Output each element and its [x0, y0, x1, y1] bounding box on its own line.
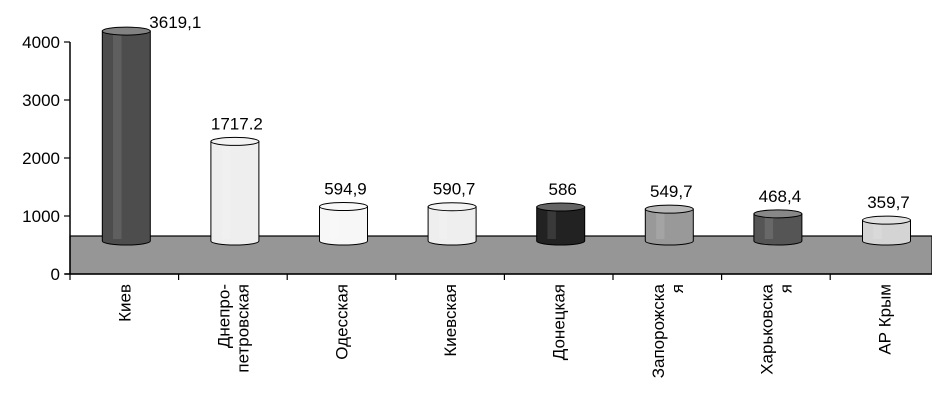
category-label: АР Крым	[876, 284, 895, 355]
category-label: Донецкая	[550, 284, 569, 360]
bar	[319, 201, 368, 246]
category-label: петровская	[233, 284, 252, 373]
bar-highlight	[873, 222, 882, 239]
bar	[536, 202, 586, 246]
bar	[753, 209, 803, 246]
bar-top	[536, 202, 586, 212]
bar	[644, 204, 694, 246]
data-label: 590,7	[433, 180, 476, 199]
y-tick-label: 0	[51, 265, 60, 284]
bar-highlight	[656, 211, 665, 239]
bar-highlight	[221, 143, 231, 239]
category-label: я	[776, 284, 795, 293]
data-label: 1717.2	[211, 114, 263, 133]
bar-top	[427, 202, 477, 212]
bar-top	[210, 136, 260, 146]
bar-body	[427, 206, 477, 246]
data-label: 586	[549, 180, 577, 199]
category-label: Киевская	[441, 284, 460, 357]
category-label: Одесская	[333, 284, 352, 360]
bar	[427, 202, 477, 246]
bar-body	[319, 205, 368, 246]
bar	[210, 136, 260, 246]
bar-body	[101, 30, 151, 246]
bar-highlight	[330, 208, 339, 239]
bar	[101, 26, 151, 246]
y-tick-label: 4000	[22, 33, 60, 52]
chart-floor	[69, 235, 932, 275]
bar-top	[753, 209, 803, 219]
bar-body	[753, 213, 803, 246]
category-label: Днепро-	[214, 284, 233, 348]
category-label: Киев	[115, 284, 134, 322]
category-label: я	[668, 284, 687, 293]
data-label: 359,7	[867, 193, 910, 212]
bar	[862, 215, 911, 246]
data-label: 468,4	[759, 187, 802, 206]
bar-body	[210, 140, 260, 246]
bar-highlight	[438, 208, 448, 239]
data-label: 549,7	[650, 182, 693, 201]
bar-top	[101, 26, 151, 36]
data-label: 594,9	[324, 179, 367, 198]
category-label: Харьковска	[757, 283, 776, 374]
bar-body	[536, 206, 586, 246]
data-label: 3619,1	[149, 13, 201, 32]
y-tick-label: 1000	[22, 207, 60, 226]
bar-top	[862, 215, 911, 225]
bar-top	[319, 201, 368, 211]
y-tick-label: 2000	[22, 149, 60, 168]
category-label: Запорожска	[649, 283, 668, 378]
bar-highlight	[113, 33, 122, 240]
y-tick-label: 3000	[22, 91, 60, 110]
bar-top	[644, 204, 694, 214]
bar-highlight	[764, 215, 774, 239]
bar-body	[644, 208, 694, 246]
bar-highlight	[547, 209, 556, 239]
